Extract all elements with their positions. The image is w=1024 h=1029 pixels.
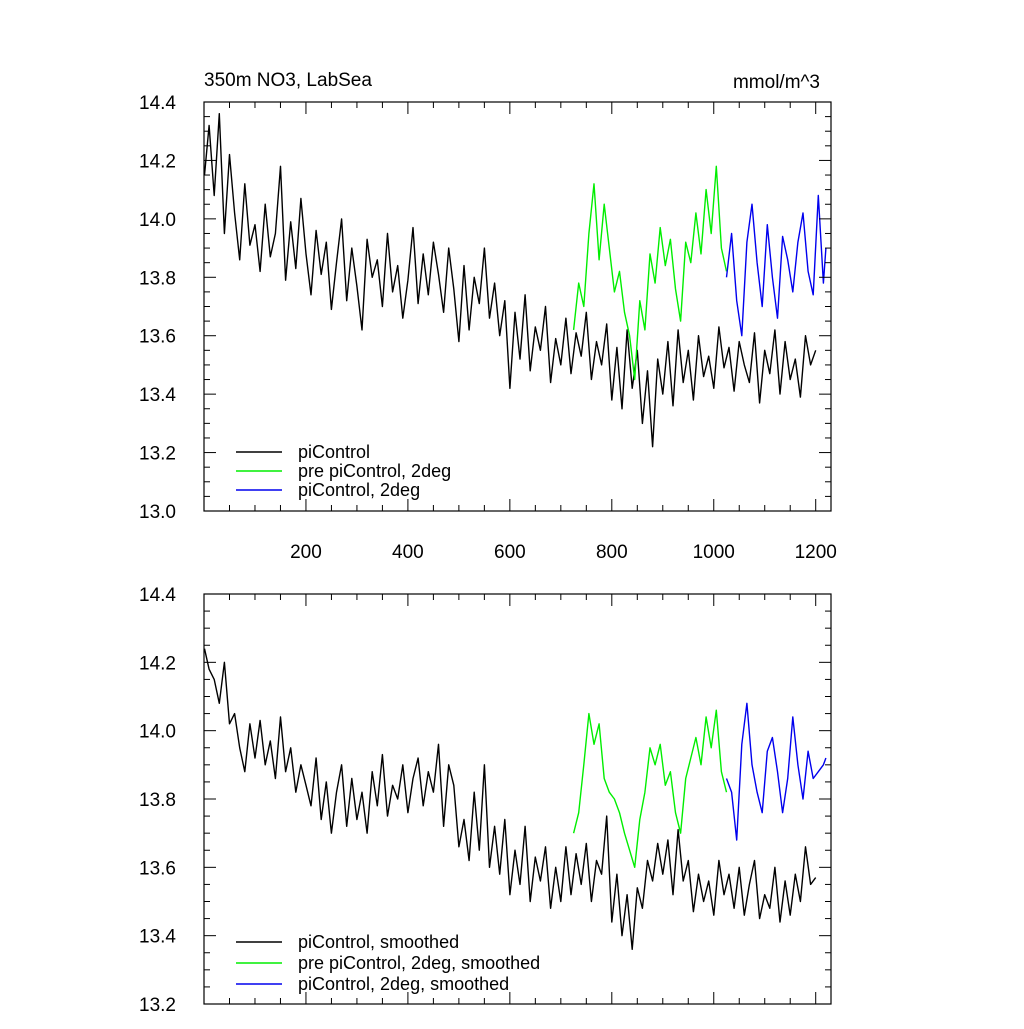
x-tick-label: 600	[494, 542, 526, 563]
legend-label: piControl, 2deg	[298, 480, 420, 500]
y-tick-label: 13.6	[139, 858, 176, 879]
y-tick-label: 13.6	[139, 327, 176, 348]
legend-label: pre piControl, 2deg	[298, 461, 451, 481]
top-plot-frame	[203, 101, 832, 512]
x-tick-label: 400	[392, 542, 424, 563]
y-tick-label: 13.8	[139, 268, 176, 289]
y-tick-label: 13.4	[139, 385, 176, 406]
top-axis-ticks: 13.0 13.2 13.4 13.6 13.8 14.0 14.2 14.4 200 400 60…	[139, 93, 837, 563]
y-tick-label: 14.4	[139, 93, 176, 114]
top-panel: 350m NO3, LabSea mmol/m^3 13.013.213.413…	[139, 70, 837, 563]
y-tick-label: 13.0	[139, 502, 176, 523]
y-tick-label: 14.2	[139, 653, 176, 674]
y-tick-label: 14.0	[139, 210, 176, 231]
x-tick-label: 1200	[795, 542, 837, 563]
top-series-lines	[203, 112, 827, 448]
series-line-1	[572, 165, 728, 381]
legend-label: piControl, 2deg, smoothed	[298, 974, 509, 994]
series-line-1	[572, 709, 728, 868]
y-tick-label: 14.2	[139, 151, 176, 172]
y-tick-label: 14.0	[139, 722, 176, 743]
y-tick-label: 13.2	[139, 995, 176, 1016]
x-tick-label: 200	[290, 542, 322, 563]
legend-label: piControl	[298, 442, 370, 462]
bottom-panel: 13.2 13.4 13.6 13.8 14.0 14.2 14.4 piControl, …	[139, 585, 832, 1016]
y-tick-label: 13.4	[139, 927, 176, 948]
legend-label: piControl, smoothed	[298, 932, 459, 952]
x-tick-label: 800	[596, 542, 628, 563]
unit-label: mmol/m^3	[733, 72, 820, 93]
y-tick-label: 14.4	[139, 585, 176, 606]
series-line-2	[725, 194, 827, 337]
y-tick-label: 13.8	[139, 790, 176, 811]
series-line-0	[203, 648, 817, 950]
y-tick-label: 13.2	[139, 444, 176, 465]
series-line-2	[725, 702, 827, 841]
x-tick-label: 1000	[693, 542, 735, 563]
bottom-series-lines	[203, 648, 827, 950]
bottom-axis-ticks: 13.2 13.4 13.6 13.8 14.0 14.2 14.4	[139, 585, 831, 1016]
chart-title: 350m NO3, LabSea	[204, 70, 372, 91]
series-line-0	[203, 112, 817, 448]
bottom-plot-frame	[203, 593, 832, 1005]
legend-label: pre piControl, 2deg, smoothed	[298, 953, 540, 973]
